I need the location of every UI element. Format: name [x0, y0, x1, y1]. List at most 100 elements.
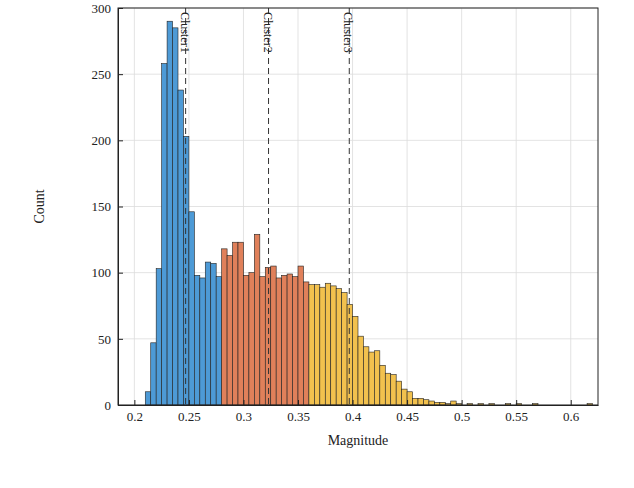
histogram-bar: [222, 249, 227, 405]
histogram-bar: [260, 277, 265, 405]
tick: 0.4: [345, 400, 362, 424]
histogram-bar: [238, 242, 243, 405]
tick-label: 0.55: [505, 409, 528, 424]
tick-mark: [189, 400, 190, 405]
histogram-bar: [156, 269, 161, 405]
histogram-bar: [320, 287, 325, 405]
histogram-bar: [216, 277, 221, 405]
histogram-bar: [325, 283, 330, 405]
histogram-bar: [276, 278, 281, 405]
histogram-bar: [173, 28, 178, 405]
bars: [145, 21, 592, 405]
histogram-bar: [451, 401, 456, 405]
tick-mark: [353, 400, 354, 405]
cluster-line: [185, 8, 186, 405]
tick: 0.25: [178, 400, 201, 424]
tick: 0.55: [505, 400, 528, 424]
histogram-bar: [303, 282, 308, 405]
histogram-bar: [254, 234, 259, 405]
histogram-bar: [363, 347, 368, 405]
histogram-bar: [374, 351, 379, 405]
tick-mark: [118, 207, 123, 208]
histogram-bar: [167, 21, 172, 405]
cluster-line: [349, 8, 350, 405]
tick-label: 200: [92, 133, 112, 148]
tick-label: 50: [98, 331, 111, 346]
histogram-bar: [145, 392, 150, 405]
tick-mark: [462, 400, 463, 405]
tick: 0.2: [127, 400, 143, 424]
tick: 0.45: [396, 400, 419, 424]
tick-mark: [134, 400, 135, 405]
tick: 0.5: [454, 400, 470, 424]
tick-label: 0.35: [287, 409, 310, 424]
histogram-bar: [407, 392, 412, 405]
histogram-bar: [429, 401, 434, 405]
tick-mark: [516, 400, 517, 405]
tick-label: 0.45: [396, 409, 419, 424]
histogram-bar: [314, 285, 319, 405]
cluster-label: Cluster1: [178, 12, 192, 53]
histogram-bar: [205, 262, 210, 405]
histogram-bar: [413, 398, 418, 405]
histogram-bar: [396, 381, 401, 405]
x-axis-title: Magnitude: [328, 433, 389, 448]
tick-label: 250: [92, 67, 112, 82]
tick-mark: [407, 400, 408, 405]
tick-label: 300: [92, 1, 112, 16]
histogram-bar: [391, 375, 396, 405]
tick-label: 150: [92, 199, 112, 214]
tick: 0.35: [287, 400, 310, 424]
histogram-bar: [200, 278, 205, 405]
histogram-bar: [183, 136, 188, 405]
histogram-bar: [287, 274, 292, 405]
plot-frame: [118, 8, 598, 405]
histogram-bar: [380, 365, 385, 405]
chart: Cluster1Cluster2Cluster30.20.250.30.350.…: [0, 0, 634, 488]
histogram-bar: [353, 316, 358, 405]
histogram-bar: [211, 263, 216, 405]
tick-label: 0.6: [563, 409, 580, 424]
histogram-bar: [189, 212, 194, 405]
histogram-bar: [282, 275, 287, 405]
tick-label: 0.4: [345, 409, 362, 424]
histogram-bar: [293, 277, 298, 405]
histogram-bar: [402, 389, 407, 405]
tick-label: 0.2: [127, 409, 143, 424]
cluster-line: [268, 8, 269, 405]
histogram-bar: [385, 373, 390, 405]
histogram-bar: [194, 275, 199, 405]
tick-label: 0.3: [236, 409, 252, 424]
tick-label: 0.5: [454, 409, 470, 424]
grid-line: [118, 140, 598, 141]
histogram-bar: [342, 293, 347, 405]
histogram-bar: [347, 304, 352, 405]
histogram-bar: [162, 64, 167, 405]
histogram-bar: [369, 352, 374, 405]
plot: Cluster1Cluster2Cluster30.20.250.30.350.…: [92, 1, 599, 425]
cluster-label: Cluster2: [261, 12, 275, 53]
histogram-bar: [265, 267, 270, 405]
tick: 0.6: [563, 400, 580, 424]
histogram-bar: [423, 400, 428, 405]
histogram-bar: [249, 273, 254, 405]
histogram-bar: [151, 343, 156, 405]
tick-label: 0: [105, 398, 112, 413]
histogram-bar: [298, 266, 303, 405]
histogram-bar: [243, 275, 248, 405]
histogram-bar: [418, 398, 423, 405]
tick: 50: [98, 331, 123, 346]
tick-mark: [118, 339, 123, 340]
histogram-bar: [309, 285, 314, 405]
tick-mark: [571, 400, 572, 405]
tick-label: 100: [92, 265, 112, 280]
tick-mark: [118, 140, 123, 141]
grid-line: [118, 206, 598, 207]
histogram-bar: [331, 286, 336, 405]
histogram-bar: [178, 90, 183, 405]
histogram-bar: [358, 336, 363, 405]
y-axis-title: Count: [32, 189, 47, 223]
tick-label: 0.25: [178, 409, 201, 424]
tick-mark: [243, 400, 244, 405]
tick-mark: [118, 74, 123, 75]
